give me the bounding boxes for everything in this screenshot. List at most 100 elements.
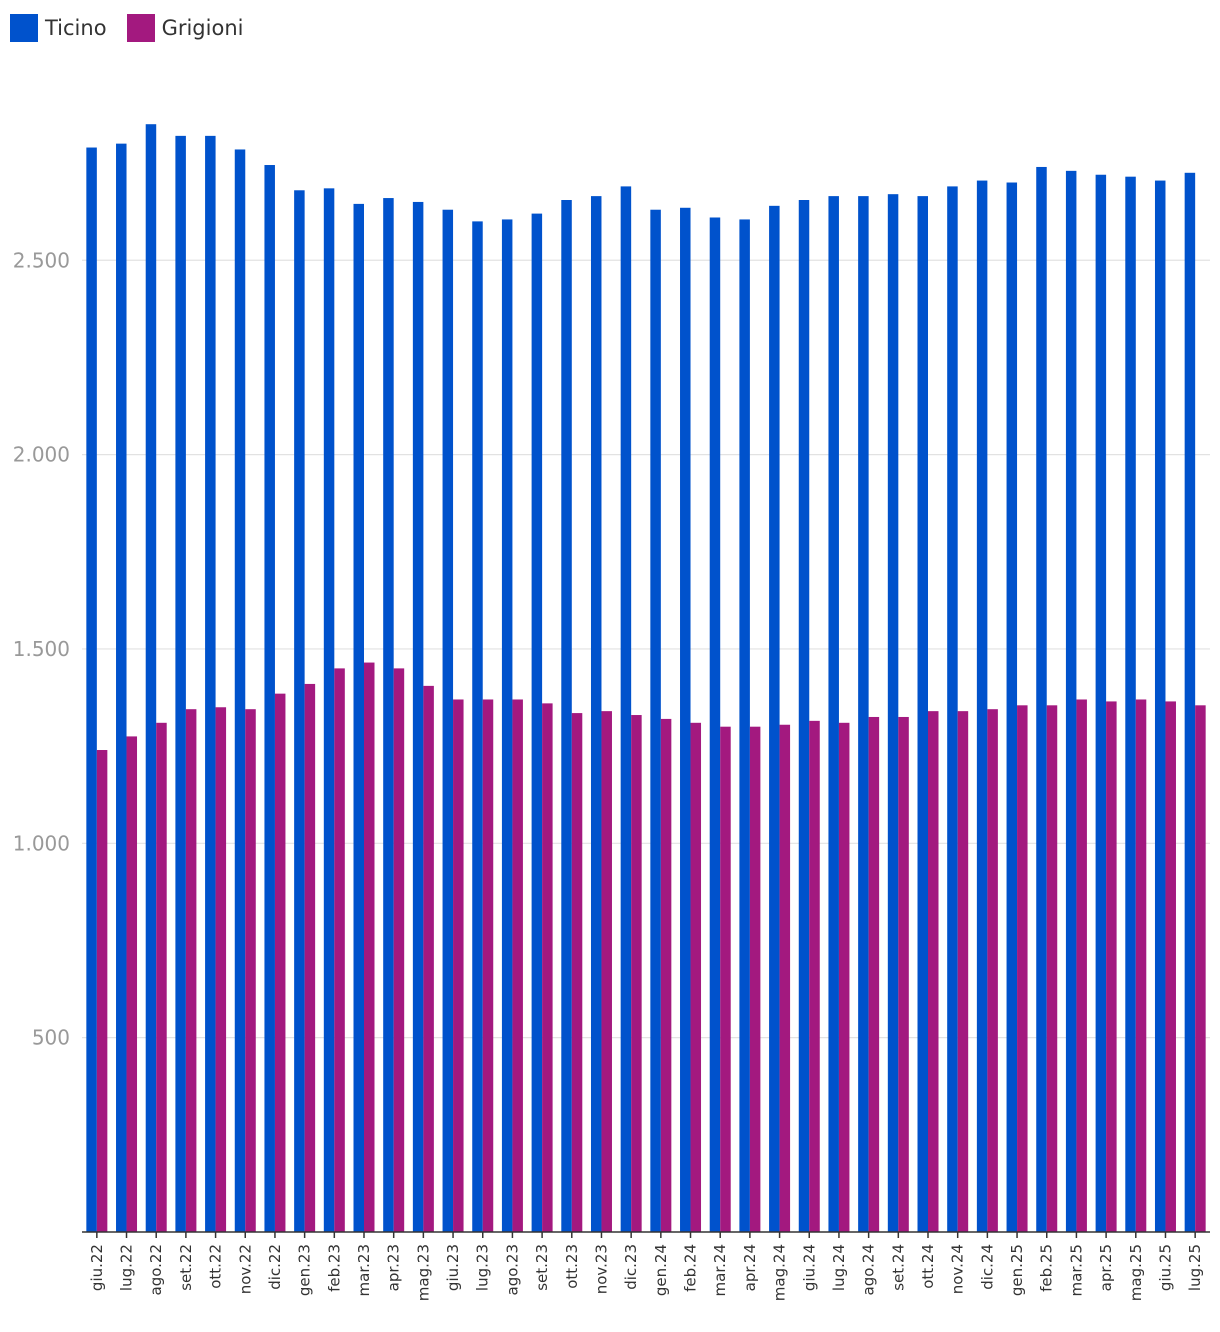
y-tick-label: 1.000	[13, 831, 70, 855]
bar-ticino-lug-23[interactable]	[472, 221, 483, 1232]
bar-grigioni-mag-25[interactable]	[1135, 699, 1147, 1232]
bar-ticino-apr-23[interactable]	[383, 198, 394, 1233]
bar-ticino-giu-25[interactable]	[1154, 180, 1166, 1232]
x-tick-label: nov.22	[236, 1244, 254, 1294]
bar-ticino-mar-24[interactable]	[709, 217, 721, 1233]
legend-item-grigioni[interactable]: Grigioni	[126, 14, 243, 42]
bar-grigioni-nov-23[interactable]	[601, 711, 612, 1232]
bar-ticino-set-24[interactable]	[887, 194, 899, 1232]
bar-ticino-mag-25[interactable]	[1125, 176, 1136, 1233]
x-tick-label: feb.24	[682, 1244, 700, 1292]
x-tick-label: set.24	[889, 1244, 907, 1291]
bar-grigioni-dic-24[interactable]	[987, 709, 998, 1232]
x-tick-label: set.23	[533, 1244, 551, 1291]
x-tick-label: lug.24	[830, 1244, 848, 1291]
bar-grigioni-ago-23[interactable]	[512, 699, 523, 1232]
y-tick-label: 1.500	[13, 637, 70, 661]
x-tick-label: apr.24	[741, 1244, 759, 1291]
bar-ticino-dic-24[interactable]	[976, 180, 988, 1232]
bar-ticino-set-22[interactable]	[175, 135, 186, 1233]
bar-grigioni-nov-24[interactable]	[957, 711, 969, 1232]
bar-grigioni-set-24[interactable]	[898, 716, 909, 1232]
bar-grigioni-lug-24[interactable]	[838, 722, 850, 1232]
bar-ticino-ott-22[interactable]	[205, 135, 216, 1233]
bar-grigioni-giu-23[interactable]	[453, 699, 464, 1232]
bar-ticino-gen-25[interactable]	[1006, 182, 1018, 1232]
bar-ticino-lug-22[interactable]	[116, 143, 127, 1232]
bar-grigioni-mag-24[interactable]	[779, 724, 791, 1232]
bar-ticino-lug-25[interactable]	[1184, 172, 1196, 1233]
bar-grigioni-gen-25[interactable]	[1017, 705, 1028, 1232]
x-tick-label: mar.25	[1067, 1244, 1085, 1296]
bar-grigioni-gen-24[interactable]	[660, 718, 672, 1232]
legend-item-ticino[interactable]: Ticino	[10, 14, 107, 42]
bar-ticino-mag-23[interactable]	[412, 201, 424, 1232]
bar-grigioni-ott-22[interactable]	[215, 707, 227, 1232]
bar-grigioni-mar-24[interactable]	[720, 726, 731, 1232]
bar-grigioni-ago-24[interactable]	[868, 716, 880, 1232]
bar-ticino-gen-23[interactable]	[294, 190, 305, 1233]
bar-ticino-lug-24[interactable]	[828, 196, 839, 1232]
bar-ticino-giu-24[interactable]	[798, 200, 810, 1233]
bar-grigioni-giu-24[interactable]	[809, 720, 820, 1232]
bar-ticino-ago-24[interactable]	[858, 196, 869, 1232]
bar-grigioni-set-22[interactable]	[185, 709, 197, 1232]
bar-ticino-mar-25[interactable]	[1065, 170, 1077, 1232]
bar-grigioni-lug-25[interactable]	[1195, 705, 1206, 1232]
bar-grigioni-ago-22[interactable]	[156, 722, 167, 1232]
bar-grigioni-set-23[interactable]	[542, 703, 553, 1232]
bar-ticino-giu-22[interactable]	[86, 147, 97, 1233]
bar-grigioni-apr-24[interactable]	[749, 726, 761, 1232]
x-tick-label: feb.25	[1038, 1244, 1056, 1292]
bar-grigioni-mag-23[interactable]	[423, 685, 434, 1232]
bar-ticino-ott-24[interactable]	[917, 196, 929, 1232]
bar-ticino-ott-23[interactable]	[561, 200, 572, 1233]
x-tick-label: ago.24	[860, 1244, 878, 1295]
y-tick-label: 2.000	[13, 443, 70, 467]
bar-grigioni-apr-25[interactable]	[1106, 701, 1117, 1232]
bar-ticino-nov-23[interactable]	[590, 196, 602, 1232]
x-tick-label: dic.24	[978, 1244, 996, 1290]
bar-grigioni-dic-23[interactable]	[631, 715, 642, 1232]
legend-swatch-grigioni	[126, 14, 155, 42]
bar-ticino-feb-25[interactable]	[1036, 166, 1047, 1232]
bar-grigioni-mar-25[interactable]	[1076, 699, 1087, 1232]
bar-ticino-mar-23[interactable]	[353, 203, 365, 1232]
bar-grigioni-gen-23[interactable]	[304, 683, 316, 1232]
bar-grigioni-lug-23[interactable]	[482, 699, 494, 1232]
x-tick-label: set.22	[177, 1244, 195, 1291]
y-tick-label: 500	[32, 1026, 70, 1050]
bar-grigioni-dic-22[interactable]	[274, 693, 286, 1232]
bar-ticino-ago-23[interactable]	[501, 219, 513, 1232]
bar-ticino-giu-23[interactable]	[442, 209, 454, 1232]
bar-grigioni-lug-22[interactable]	[126, 736, 138, 1232]
bar-ticino-mag-24[interactable]	[769, 205, 780, 1232]
bar-ticino-set-23[interactable]	[531, 213, 543, 1232]
bar-ticino-dic-22[interactable]	[264, 165, 275, 1232]
legend-label-ticino: Ticino	[45, 16, 107, 40]
bar-grigioni-nov-22[interactable]	[245, 709, 256, 1232]
bar-ticino-feb-23[interactable]	[323, 188, 335, 1233]
bar-grigioni-ott-23[interactable]	[571, 713, 583, 1232]
bar-grigioni-mar-23[interactable]	[364, 662, 375, 1232]
x-tick-label: mag.24	[771, 1244, 789, 1301]
bar-ticino-nov-24[interactable]	[947, 186, 958, 1233]
bar-grigioni-feb-24[interactable]	[690, 722, 702, 1232]
bar-grigioni-giu-25[interactable]	[1165, 701, 1176, 1232]
x-tick-label: ago.23	[503, 1244, 521, 1295]
bar-grigioni-feb-25[interactable]	[1046, 705, 1058, 1232]
bar-ticino-apr-25[interactable]	[1095, 174, 1107, 1233]
bar-grigioni-ott-24[interactable]	[928, 711, 939, 1232]
bar-grigioni-apr-23[interactable]	[393, 668, 405, 1232]
bar-ticino-feb-24[interactable]	[680, 207, 691, 1232]
x-tick-label: giu.22	[88, 1244, 106, 1291]
bar-ticino-gen-24[interactable]	[650, 209, 661, 1232]
x-tick-label: mag.23	[414, 1244, 432, 1301]
bar-ticino-nov-22[interactable]	[234, 149, 246, 1233]
bar-grigioni-feb-23[interactable]	[334, 668, 345, 1232]
bar-ticino-apr-24[interactable]	[739, 219, 750, 1232]
bar-grigioni-giu-22[interactable]	[96, 750, 108, 1232]
bar-ticino-dic-23[interactable]	[620, 186, 632, 1233]
bar-ticino-ago-22[interactable]	[145, 124, 157, 1233]
